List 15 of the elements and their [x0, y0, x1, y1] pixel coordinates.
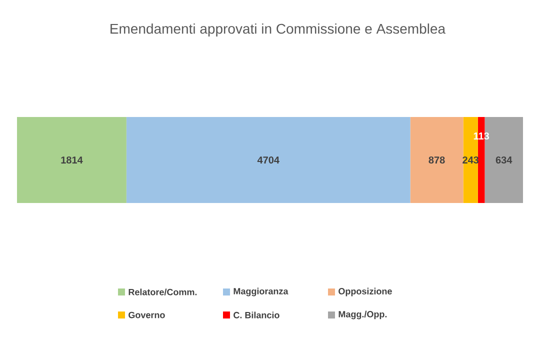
bar	[17, 117, 126, 204]
legend-label: Opposizione	[338, 288, 392, 296]
data-label: 634	[496, 156, 512, 164]
chart-title: Emendamenti approvati in Commissione e Assemblea	[110, 23, 446, 37]
data-label: 113	[474, 132, 490, 140]
legend-label: Magg./Opp.	[338, 310, 387, 320]
legend-label: Governo	[128, 312, 165, 318]
data-label: 1814	[61, 156, 83, 164]
bar	[126, 117, 410, 204]
bar	[410, 117, 464, 204]
legend-label: C. Bilancio	[234, 312, 280, 318]
legend-label: Maggioranza	[234, 288, 288, 296]
data-label: 4704	[257, 156, 280, 164]
data-label: 878	[428, 156, 445, 164]
legend-label: Relatore/Comm.	[128, 288, 197, 296]
